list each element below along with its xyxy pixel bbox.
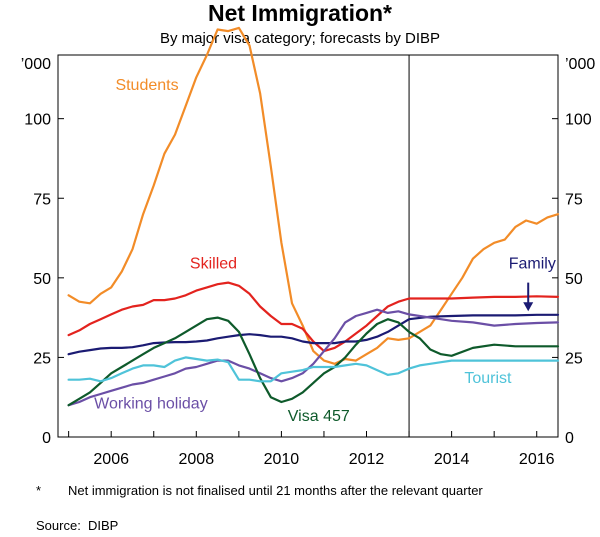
- source-label: Source:: [36, 518, 81, 533]
- y-unit-label-right: ’000: [565, 56, 595, 73]
- series-line-students: [67, 26, 560, 365]
- x-tick-label: 2008: [179, 451, 215, 468]
- series-line-visa-457: [67, 316, 560, 407]
- y-tick-label-left: 75: [33, 191, 51, 208]
- source-value: DIBP: [88, 518, 119, 533]
- y-unit-label-left: ’000: [21, 56, 51, 73]
- footnote-marker: *: [36, 483, 42, 498]
- family-arrow-head: [523, 302, 534, 312]
- x-tick-label: 2006: [93, 451, 129, 468]
- axis-ticks: [58, 55, 558, 438]
- series-label-tourist: Tourist: [464, 370, 512, 387]
- x-tick-label: 2010: [264, 451, 300, 468]
- y-tick-label-right: 50: [565, 271, 583, 288]
- series-line-working-holiday: [67, 308, 560, 407]
- y-tick-label-right: 0: [565, 430, 574, 447]
- series-line-family: [67, 313, 560, 356]
- x-tick-label: 2016: [519, 451, 555, 468]
- series-line-tourist: [67, 356, 560, 383]
- series-lines: [67, 26, 560, 407]
- y-tick-label-left: 50: [33, 271, 51, 288]
- series-line-skilled: [67, 281, 560, 353]
- series-label-family: Family: [509, 255, 556, 272]
- y-tick-label-right: 25: [565, 350, 583, 367]
- footnote-text: Net immigration is not finalised until 2…: [68, 483, 483, 498]
- chart-title: Net Immigration*: [207, 0, 393, 26]
- series-label-students: Students: [115, 77, 178, 94]
- x-tick-label: 2014: [434, 451, 470, 468]
- chart-subtitle: By major visa category; forecasts by DIB…: [159, 30, 441, 47]
- plot-frame: [57, 54, 559, 438]
- y-tick-label-right: 75: [565, 191, 583, 208]
- series-label-visa-457: Visa 457: [288, 408, 350, 425]
- series-label-working-holiday: Working holiday: [94, 395, 208, 412]
- y-tick-label-left: 100: [24, 112, 51, 129]
- series-label-skilled: Skilled: [190, 255, 237, 272]
- y-tick-label-right: 100: [565, 112, 592, 129]
- y-tick-label-left: 25: [33, 350, 51, 367]
- x-tick-label: 2012: [349, 451, 385, 468]
- labels: 0 0 25 25 50 50 75 75 100 100 ’000 ’000 2006 2008 2010…: [21, 56, 596, 468]
- y-tick-label-left: 0: [42, 430, 51, 447]
